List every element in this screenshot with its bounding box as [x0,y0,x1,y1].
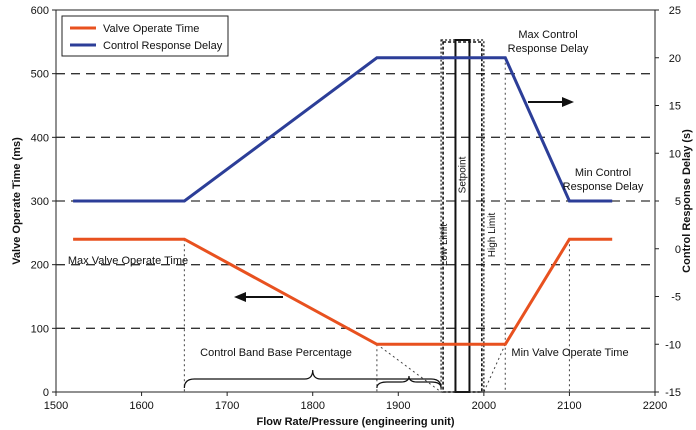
band-label: Setpoint [457,156,468,193]
guide-diagonal [376,343,442,393]
annotations: Max Control Response Delay Min Control Resp… [68,29,644,389]
band-label: Low Limit [439,224,450,266]
y2-tick-label: -10 [665,339,681,351]
min-control-label-2: Response Delay [563,181,644,193]
y-tick-label: 500 [31,69,49,81]
brace-large [183,369,442,389]
series-line [73,56,613,203]
y2-tick-label: 25 [669,5,681,17]
y2-tick-label: -15 [665,387,681,399]
max-valve-label: Max Valve Operate Time [68,255,188,267]
y2-tick-label: 15 [669,101,681,113]
y-tick-label: 300 [31,196,49,208]
x-tick-label: 1800 [300,400,324,412]
x-tick-label: 2200 [643,400,667,412]
min-valve-label: Min Valve Operate Time [511,347,628,359]
legend-label: Valve Operate Time [103,23,199,35]
max-control-label-1: Max Control [518,29,577,41]
series-lines [73,56,613,346]
y2-tick-label: 0 [675,244,681,256]
y2-tick-label: -5 [671,292,681,304]
x-tick-label: 1900 [386,400,410,412]
y-tick-label: 400 [31,132,49,144]
left-arrow-head [234,292,246,302]
series-line [73,237,613,346]
setpoint-column [454,39,471,393]
min-control-label-1: Min Control [575,167,631,179]
x-tick-label: 1500 [44,400,68,412]
x-tick-label: 2100 [557,400,581,412]
control-band-inner [442,41,483,393]
y-tick-label: 100 [31,323,49,335]
y2-tick-label: 5 [675,196,681,208]
legend-label: Control Response Delay [103,40,223,52]
right-arrow-head [562,97,574,107]
x-tick-label: 1700 [215,400,239,412]
y-axis-title: Valve Operate Time (ms) [11,137,23,265]
y-tick-label: 200 [31,260,49,272]
guide-diagonal [483,344,506,393]
y-tick-label: 600 [31,5,49,17]
axes: 0 100 200 300 400 500 600 -15 -10 -5 0 5 10 15 20 25 150… [11,5,693,428]
brace-small [376,375,442,389]
x-tick-label: 1600 [129,400,153,412]
y2-tick-label: 10 [669,148,681,160]
x-tick-label: 2000 [472,400,496,412]
legend: Valve Operate Time Control Response Delay [61,15,229,57]
control-band-outline [440,39,485,393]
y2-axis-title: Control Response Delay (s) [681,129,693,273]
y-tick-label: 0 [43,387,49,399]
x-axis-title: Flow Rate/Pressure (engineering unit) [256,416,454,428]
y2-tick-label: 20 [669,53,681,65]
max-control-label-2: Response Delay [508,43,589,55]
control-band: Low Limit Setpoint High Limit [439,39,498,393]
legend-box [61,15,229,57]
control-band-label: Control Band Base Percentage [200,347,352,359]
band-label: High Limit [487,213,498,258]
guide-lines [183,57,570,393]
